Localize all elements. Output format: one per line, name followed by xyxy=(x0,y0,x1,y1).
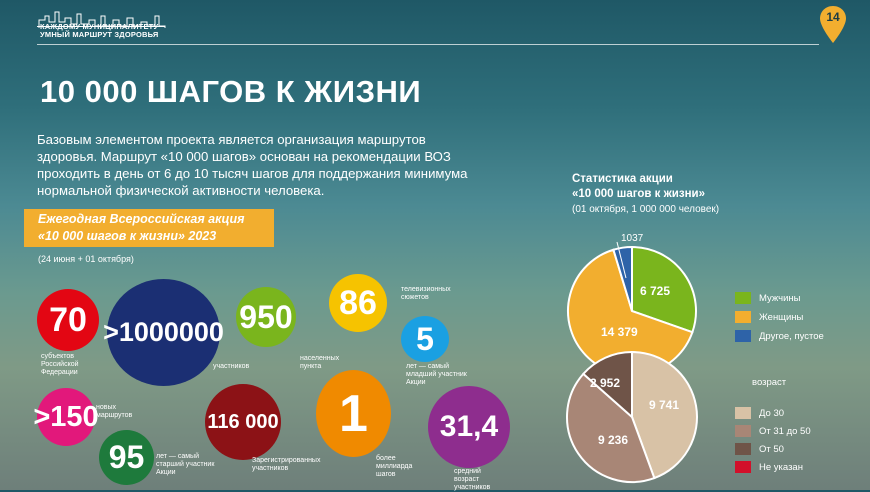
statistics-title-line-2: «10 000 шагов к жизни» xyxy=(572,188,705,200)
stat-circle-subjects: 70 xyxy=(37,289,99,351)
logo-line-2: УМНЫЙ МАРШРУТ ЗДОРОВЬЯ xyxy=(40,30,159,39)
stat-caption-tv-stories: телевизионных сюжетов xyxy=(401,286,451,301)
legend-label-not-specified: Не указан xyxy=(759,461,803,473)
legend-swatch-women xyxy=(735,311,751,323)
logo-underline xyxy=(37,26,165,27)
stat-caption-youngest: лет — самый младший участник Акции xyxy=(406,363,467,386)
event-dates: (24 июня + 01 октября) xyxy=(38,254,134,264)
page-title: 10 000 ШАГОВ К ЖИЗНИ xyxy=(40,74,422,109)
event-banner-line-1: Ежегодная Всероссийская акция xyxy=(38,212,245,226)
statistics-title: Статистика акции «10 000 шагов к жизни» xyxy=(572,172,705,202)
pie-label-over-50: 2 952 xyxy=(590,376,621,390)
legend-under-30: До 30 xyxy=(735,407,784,419)
stat-circle-average-age: 31,4 xyxy=(428,386,510,468)
stat-caption-subjects: субъектов Российской Федерации xyxy=(41,353,79,376)
pie-label-31-50: 9 236 xyxy=(598,433,629,447)
stat-caption-steps: более миллиарда шагов xyxy=(376,455,413,478)
pie-label-other: 1037 xyxy=(621,233,644,244)
age-pie-slice-1 xyxy=(566,372,656,483)
header-divider xyxy=(37,44,819,45)
event-banner-text: Ежегодная Всероссийская акция «10 000 ша… xyxy=(38,211,245,245)
page-number: 14 xyxy=(826,10,840,24)
gender-pie-slice-0 xyxy=(631,245,697,334)
legend-swatch-under-30 xyxy=(735,407,751,419)
age-legend-title: возраст xyxy=(752,377,787,388)
legend-swatch-over-50 xyxy=(735,443,751,455)
legend-not-specified: Не указан xyxy=(735,461,803,473)
map-pin-icon xyxy=(820,6,846,43)
logo-text: КАЖДОМУ МУНИЦИПАЛИТЕТУ УМНЫЙ МАРШРУТ ЗДО… xyxy=(40,23,159,39)
stat-circle-youngest: 5 xyxy=(401,316,449,362)
gender-pie-slice-2 xyxy=(612,245,633,312)
stat-circle-steps: 1 xyxy=(316,370,391,457)
legend-label-women: Женщины xyxy=(759,311,804,323)
legend-label-other: Другое, пустое xyxy=(759,330,824,342)
statistics-subtitle: (01 октября, 1 000 000 человек) xyxy=(572,204,720,215)
stat-caption-registered: Зарегистрированных участников xyxy=(252,457,321,472)
stat-circle-new-routes: >150 xyxy=(33,388,99,446)
legend-women: Женщины xyxy=(735,311,803,323)
event-banner-line-2: «10 000 шагов к жизни» 2023 xyxy=(38,229,217,243)
stat-circle-settlements: 950 xyxy=(236,287,296,347)
legend-other: Другое, пустое xyxy=(735,330,824,342)
pie-label-women: 14 379 xyxy=(601,325,638,339)
stat-circle-participants: >1000000 xyxy=(103,279,224,386)
logo-line-1: КАЖДОМУ МУНИЦИПАЛИТЕТУ xyxy=(40,22,159,31)
legend-label-men: Мужчины xyxy=(759,292,801,304)
legend-swatch-men xyxy=(735,292,751,304)
stat-circle-oldest: 95 xyxy=(99,430,154,485)
statistics-title-line-1: Статистика акции xyxy=(572,173,673,185)
pie-label-men: 6 725 xyxy=(640,284,671,298)
pie-label-under-30: 9 741 xyxy=(649,398,680,412)
intro-text: Базовым элементом проекта является орган… xyxy=(37,132,468,198)
stat-caption-oldest: лет — самый старший участник Акции xyxy=(156,453,215,476)
stat-circle-registered: 116 000 xyxy=(205,384,281,460)
age-pie xyxy=(566,350,698,483)
legend-swatch-not-specified xyxy=(735,461,751,473)
legend-label-under-30: До 30 xyxy=(759,407,785,419)
event-banner xyxy=(24,209,274,247)
stat-caption-new-routes: новых маршрутов xyxy=(96,404,133,419)
age-pie-slice-2 xyxy=(581,350,633,420)
gender-pie-slice-1 xyxy=(567,248,694,376)
stat-caption-settlements: населенных пункта xyxy=(300,355,340,370)
other-slice-leader-line xyxy=(616,241,627,279)
legend-label-31-50: От 31 до 50 xyxy=(759,425,811,437)
age-pie-slice-0 xyxy=(631,350,698,480)
stat-circle-tv-stories: 86 xyxy=(329,274,387,332)
gender-pie xyxy=(567,245,697,376)
legend-label-over-50: От 50 xyxy=(759,443,784,455)
stat-caption-average-age: средний возраст участников xyxy=(454,468,491,491)
legend-over-50: От 50 xyxy=(735,443,784,455)
legend-swatch-31-50 xyxy=(735,425,751,437)
stat-caption-participants: участников xyxy=(213,363,250,370)
legend-31-50: От 31 до 50 xyxy=(735,425,811,437)
legend-swatch-other xyxy=(735,330,751,342)
legend-men: Мужчины xyxy=(735,292,800,304)
